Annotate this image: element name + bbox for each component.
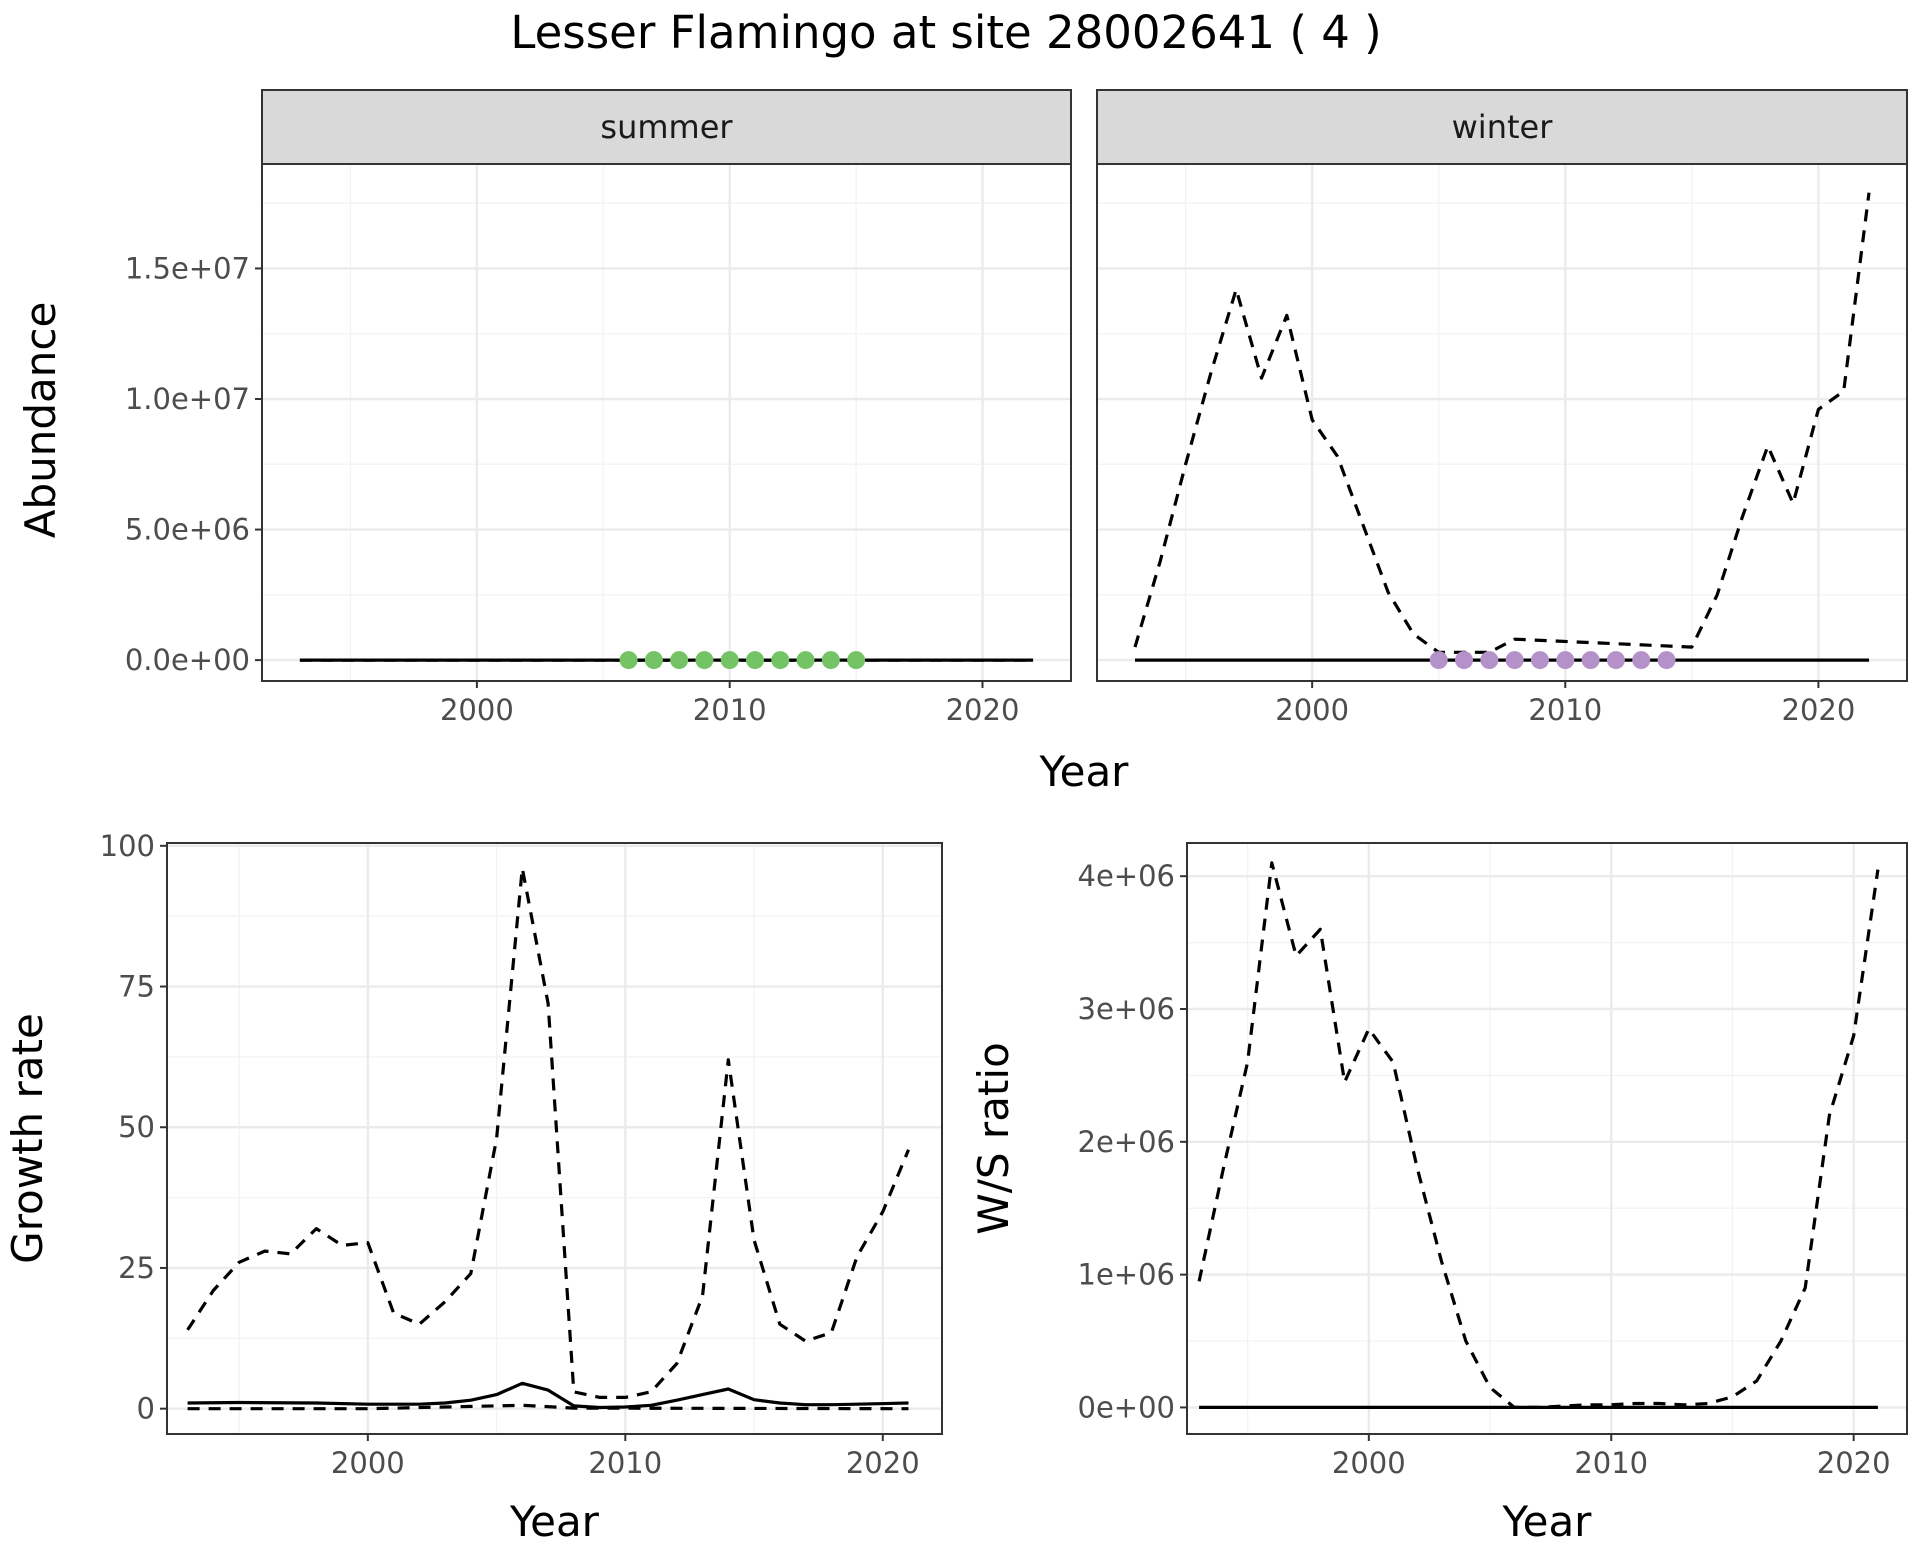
figure-title: Lesser Flamingo at site 28002641 ( 4 ) <box>510 6 1381 59</box>
winter-data-point <box>1455 651 1474 670</box>
summer-data-point <box>821 651 840 670</box>
winter-panel-border <box>1096 163 1908 682</box>
growth-y-axis-title: Growth rate <box>3 1013 52 1264</box>
summer-data-point <box>644 651 663 670</box>
growth-y-tick-label: 25 <box>118 1251 155 1285</box>
summer-y-tick-label: 0.0e+00 <box>125 643 250 677</box>
summer-data-point <box>847 651 866 670</box>
ratio-y-axis-title: W/S ratio <box>969 1042 1018 1235</box>
ratio-x-tick-label: 2010 <box>1574 1446 1648 1480</box>
winter-data-point <box>1606 651 1625 670</box>
growth-x-tick-label: 2010 <box>588 1446 662 1480</box>
summer-data-point <box>619 651 638 670</box>
growth-panel-border <box>166 842 943 1435</box>
growth-y-tick-label: 50 <box>118 1110 155 1144</box>
growth-plot-area <box>186 866 910 1411</box>
summer-y-tick-label: 5.0e+06 <box>125 513 250 547</box>
summer-data-point <box>720 651 739 670</box>
summer-data-point <box>745 651 764 670</box>
winter-panel: winter 2000 2010 2020 <box>1096 89 1908 727</box>
ratio-plot-area <box>1197 861 1880 1409</box>
growth-y-tick-label: 75 <box>118 970 155 1004</box>
summer-strip <box>261 89 1072 165</box>
top-y-axis-title: Abundance <box>16 302 65 539</box>
ratio-x-tick-label: 2000 <box>1332 1446 1406 1480</box>
winter-data-point <box>1632 651 1651 670</box>
summer-panel: summer 2000 2010 2020 0.0e+00 5.0e+06 1.0e+07 1… <box>125 89 1072 727</box>
winter-dashed-line-0 <box>1133 192 1871 654</box>
summer-panel-border <box>261 163 1072 682</box>
growth-dashed-line-0 <box>186 866 910 1399</box>
winter-gridlines <box>1097 164 1907 681</box>
growth-x-tick-label: 2000 <box>331 1446 405 1480</box>
summer-data-point <box>670 651 689 670</box>
ratio-dashed-line-0 <box>1197 861 1880 1409</box>
ratio-y-tick-label: 0e+00 <box>1078 1390 1176 1424</box>
ratio-y-tick-label: 3e+06 <box>1078 992 1176 1026</box>
growth-gridlines <box>167 843 942 1434</box>
ratio-x-tick-label: 2020 <box>1817 1446 1891 1480</box>
ratio-y-tick-label: 2e+06 <box>1078 1125 1176 1159</box>
ratio-y-tick-label: 4e+06 <box>1078 859 1176 893</box>
ws-ratio-panel: 2000 2010 2020 0e+00 1e+06 2e+06 3e+06 4e+06 Yea… <box>969 842 1908 1546</box>
winter-data-point <box>1480 651 1499 670</box>
winter-x-tick-label: 2000 <box>1275 693 1349 727</box>
growth-solid-line-2 <box>187 1381 909 1410</box>
growth-y-tick-label: 0 <box>137 1392 155 1426</box>
summer-x-tick-label: 2010 <box>693 693 767 727</box>
summer-data-point <box>695 651 714 670</box>
summer-y-tick-label: 1.5e+07 <box>125 251 250 285</box>
winter-x-tick-label: 2020 <box>1782 693 1856 727</box>
winter-data-point <box>1530 651 1549 670</box>
winter-strip-label: winter <box>1452 108 1554 146</box>
summer-y-tick-label: 1.0e+07 <box>125 382 250 416</box>
growth-x-tick-label: 2020 <box>846 1446 920 1480</box>
growth-rate-panel: 2000 2010 2020 0 25 50 75 100 Year Growth rate <box>3 829 943 1546</box>
winter-data-point <box>1505 651 1524 670</box>
summer-data-point <box>796 651 815 670</box>
summer-strip-label: summer <box>600 108 733 146</box>
summer-data-point <box>771 651 790 670</box>
summer-x-tick-label: 2000 <box>440 693 514 727</box>
summer-gridlines <box>262 164 1071 681</box>
winter-data-point <box>1581 651 1600 670</box>
growth-y-tick-label: 100 <box>100 829 155 863</box>
ratio-y-tick-label: 1e+06 <box>1078 1258 1176 1292</box>
summer-plot-area <box>299 651 1034 670</box>
winter-data-point <box>1429 651 1448 670</box>
summer-x-tick-label: 2020 <box>946 693 1020 727</box>
winter-plot-area <box>1133 192 1871 670</box>
ratio-gridlines <box>1187 843 1907 1434</box>
winter-x-tick-label: 2010 <box>1528 693 1602 727</box>
ratio-x-axis-title: Year <box>1502 1497 1593 1546</box>
growth-x-axis-title: Year <box>509 1497 600 1546</box>
winter-data-point <box>1556 651 1575 670</box>
winter-strip <box>1096 89 1908 165</box>
winter-data-point <box>1657 651 1676 670</box>
ratio-panel-border <box>1186 842 1908 1435</box>
top-x-axis-title: Year <box>1039 747 1130 796</box>
